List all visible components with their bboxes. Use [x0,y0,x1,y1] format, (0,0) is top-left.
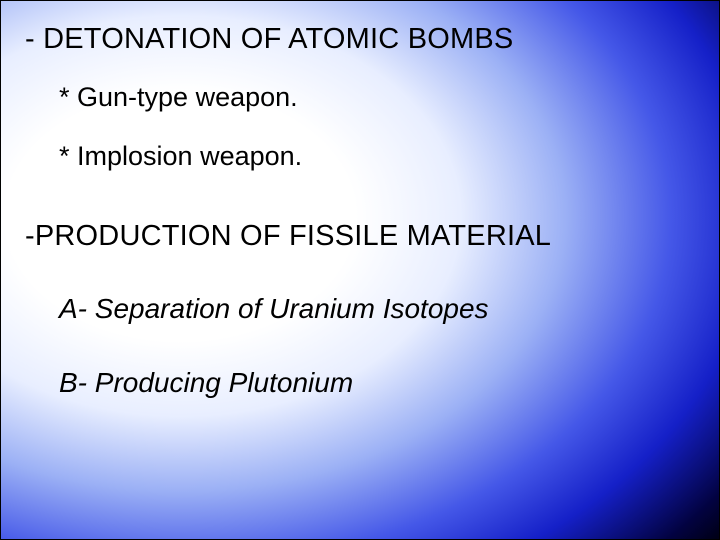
bullet-implosion: * Implosion weapon. [59,141,695,172]
item-producing-plutonium: B- Producing Plutonium [59,367,695,399]
item-separation-uranium: A- Separation of Uranium Isotopes [59,293,695,325]
slide-container: - DETONATION OF ATOMIC BOMBS * Gun-type … [0,0,720,540]
bullet-gun-type: * Gun-type weapon. [59,82,695,113]
heading-production: -PRODUCTION OF FISSILE MATERIAL [25,220,695,253]
heading-detonation: - DETONATION OF ATOMIC BOMBS [25,23,695,56]
